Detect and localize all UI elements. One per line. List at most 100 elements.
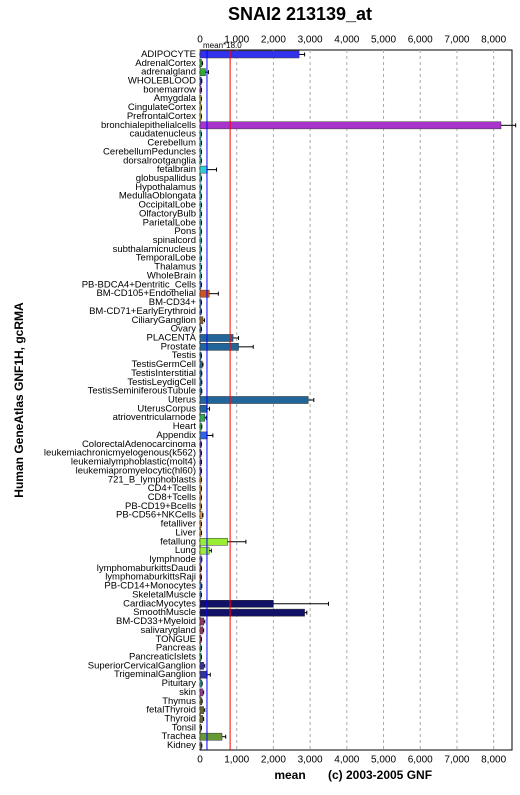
y-tick-label: PancreaticIslets xyxy=(129,651,196,662)
y-tick-label: OccipitalLobe xyxy=(138,200,196,211)
y-tick-label: leukemialymphoblastic(molt4) xyxy=(71,457,196,468)
y-tick-label: PB-BDCA4+Dentritic_Cells xyxy=(82,279,197,290)
y-tick-label: Thyroid xyxy=(164,714,196,725)
y-tick-label: PrefrontalCortex xyxy=(127,111,196,122)
bar xyxy=(199,183,202,192)
y-tick-label: BM-CD105+Endothelial xyxy=(96,288,196,299)
bar xyxy=(199,165,208,174)
bar xyxy=(199,555,202,564)
y-tick-label: PLACENTA xyxy=(147,332,197,343)
bar xyxy=(199,679,203,688)
bar xyxy=(199,378,202,387)
bar xyxy=(199,139,202,147)
bar xyxy=(199,148,202,156)
x-tick-label: 5,000 xyxy=(371,755,396,766)
y-tick-label: 721_B_lymphoblasts xyxy=(108,474,196,485)
bar xyxy=(199,59,203,68)
y-tick-label: CD8+Tcells xyxy=(148,492,197,503)
y-tick-label: CingulateCortex xyxy=(128,102,196,113)
y-tick-label: leukemiachronicmyelogenous(k562) xyxy=(44,448,196,459)
x-tick-label-top: 5,000 xyxy=(371,35,396,46)
y-tick-label: atrioventricularnode xyxy=(113,412,196,423)
y-tick-label: CiliaryGanglion xyxy=(132,315,196,326)
ref-line-label: mean*18.0 xyxy=(203,41,242,50)
y-tick-label: WholeBrain xyxy=(147,270,196,281)
x-tick-label: 4,000 xyxy=(334,755,359,766)
y-tick-label: Cerebellum xyxy=(147,138,196,149)
bar xyxy=(199,263,202,271)
y-tick-label: skin xyxy=(179,687,196,698)
y-tick-label: leukemiapromyelocytic(hl60) xyxy=(76,465,196,476)
y-tick-label: Thymus xyxy=(162,696,196,707)
bar xyxy=(199,387,202,395)
x-tick-label: 7,000 xyxy=(444,755,469,766)
bar xyxy=(199,617,204,626)
y-tick-label: Pituitary xyxy=(162,678,197,689)
bar xyxy=(199,608,305,617)
y-tick-label: BM-CD34+ xyxy=(149,297,197,308)
bar xyxy=(199,475,202,484)
bar xyxy=(199,174,202,183)
x-axis-label: mean xyxy=(274,768,305,782)
bar xyxy=(199,94,202,103)
bar xyxy=(199,254,202,263)
bar xyxy=(199,130,202,138)
y-tick-label: lymphomaburkittsDaudi xyxy=(97,563,196,574)
bar xyxy=(199,653,202,661)
y-tick-label: fetalThyroid xyxy=(146,705,196,716)
bar xyxy=(199,493,202,502)
bar xyxy=(199,697,203,706)
x-tick-label: 2,000 xyxy=(261,755,286,766)
bar xyxy=(199,272,202,280)
bar xyxy=(199,236,202,245)
bar xyxy=(199,156,202,165)
bar xyxy=(199,502,202,511)
bar xyxy=(199,289,210,298)
x-tick-label: 8,000 xyxy=(481,755,506,766)
y-tick-label: Heart xyxy=(173,421,197,432)
y-tick-label: bonemarrow xyxy=(143,84,196,95)
y-tick-label: Uterus xyxy=(168,395,196,406)
bar xyxy=(199,688,204,697)
bar xyxy=(199,77,202,85)
y-tick-label: ADIPOCYTE xyxy=(141,49,196,60)
credit: (c) 2003-2005 GNF xyxy=(328,768,432,782)
x-tick-label-top: 6,000 xyxy=(408,35,433,46)
bar xyxy=(199,591,202,599)
bar xyxy=(199,484,202,493)
y-tick-label: Tonsil xyxy=(172,722,196,733)
bar xyxy=(199,529,202,537)
y-tick-label: adrenalgland xyxy=(141,67,196,78)
y-tick-label: ColorectalAdenocarcinoma xyxy=(82,439,197,450)
bar xyxy=(199,467,202,475)
x-tick-label-top: 2,000 xyxy=(261,35,286,46)
y-tick-label: OlfactoryBulb xyxy=(139,208,196,219)
bar xyxy=(199,307,202,316)
bar xyxy=(199,325,202,333)
y-tick-label: TestisInterstitial xyxy=(131,368,196,379)
y-tick-label: BM-CD33+Myeloid xyxy=(116,616,196,627)
bar xyxy=(199,582,202,590)
y-tick-label: PB-CD14+Monocytes xyxy=(104,581,196,592)
bar xyxy=(199,360,203,369)
bar xyxy=(199,396,309,404)
y-tick-label: SmoothMuscle xyxy=(133,607,196,618)
bar xyxy=(199,440,202,449)
y-tick-label: Thalamus xyxy=(154,262,196,273)
bar xyxy=(199,741,202,750)
y-tick-label: CD4+Tcells xyxy=(148,483,197,494)
y-tick-label: Pancreas xyxy=(156,643,196,654)
x-tick-label-top: 3,000 xyxy=(298,35,323,46)
y-tick-label: TrigeminalGanglion xyxy=(114,669,196,680)
y-tick-label: lymphomaburkittsRaji xyxy=(105,572,196,583)
bar xyxy=(199,715,204,723)
y-tick-label: Liver xyxy=(175,527,196,538)
x-tick-label-top: 1,000 xyxy=(224,35,249,46)
x-tick-label-top: 8,000 xyxy=(481,35,506,46)
y-tick-label: Lung xyxy=(175,545,196,556)
bar xyxy=(199,227,202,236)
y-tick-label: fetallung xyxy=(160,536,196,547)
y-tick-label: WHOLEBLOOD xyxy=(128,76,196,87)
bar xyxy=(199,724,202,732)
